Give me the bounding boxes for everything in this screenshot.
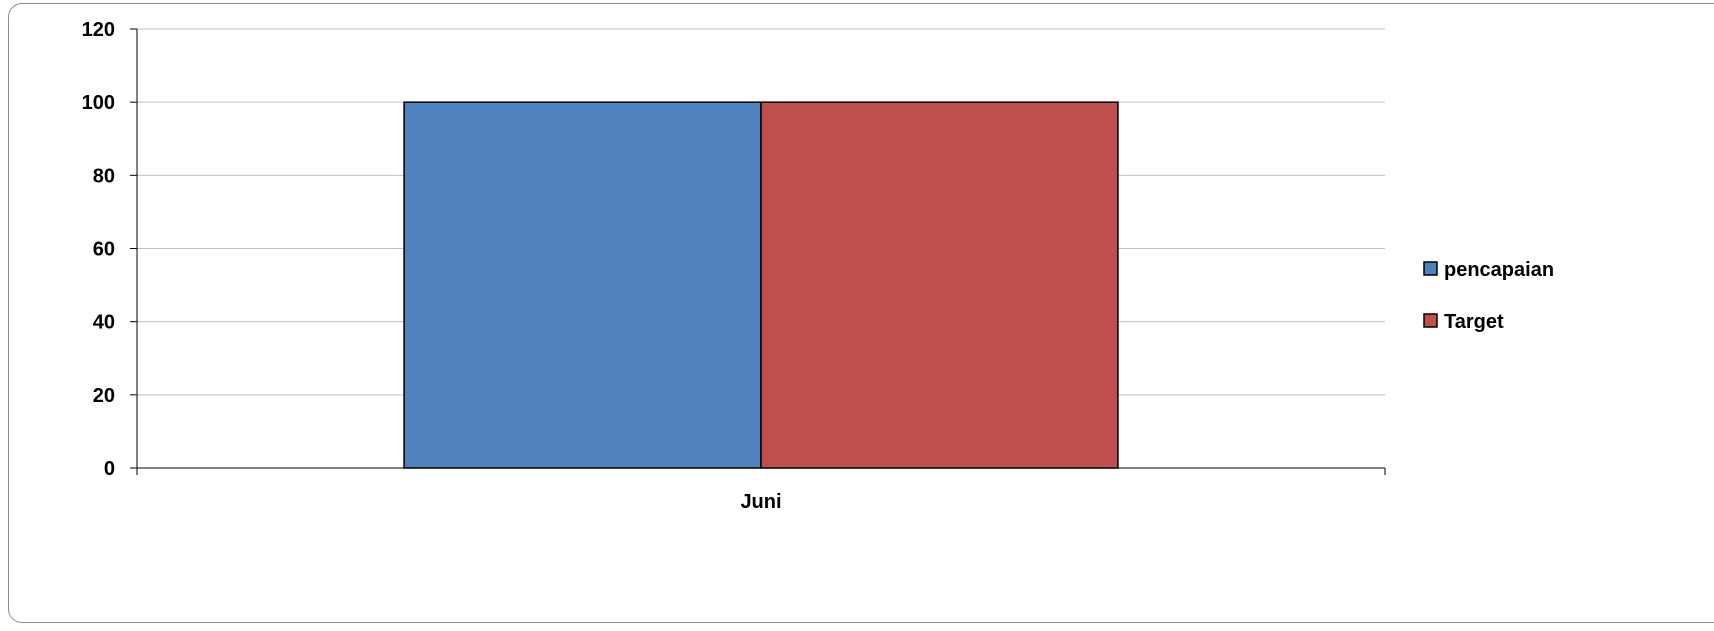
legend-label-target: Target bbox=[1444, 311, 1504, 333]
legend-label-pencapaian: pencapaian bbox=[1444, 259, 1554, 281]
bars bbox=[403, 101, 1119, 469]
y-tick-label: 40 bbox=[93, 312, 115, 334]
chart-frame bbox=[8, 3, 1714, 623]
x-axis-ticks: Juni bbox=[136, 468, 1386, 513]
y-tick-label: 80 bbox=[93, 165, 115, 187]
x-tick-label: Juni bbox=[740, 491, 781, 513]
y-tick-label: 100 bbox=[82, 92, 115, 114]
legend-swatch-target bbox=[1423, 313, 1438, 328]
legend-swatch-pencapaian bbox=[1423, 261, 1438, 276]
bar-target bbox=[760, 101, 1119, 469]
legend: pencapaian Target bbox=[1423, 259, 1554, 333]
y-tick-label: 120 bbox=[82, 19, 115, 41]
y-tick-label: 0 bbox=[104, 458, 115, 480]
y-axis-ticks: 0 20 40 60 80 100 120 bbox=[82, 19, 137, 480]
bar-pencapaian bbox=[403, 101, 762, 469]
y-tick-label: 60 bbox=[93, 239, 115, 261]
y-tick-label: 20 bbox=[93, 385, 115, 407]
